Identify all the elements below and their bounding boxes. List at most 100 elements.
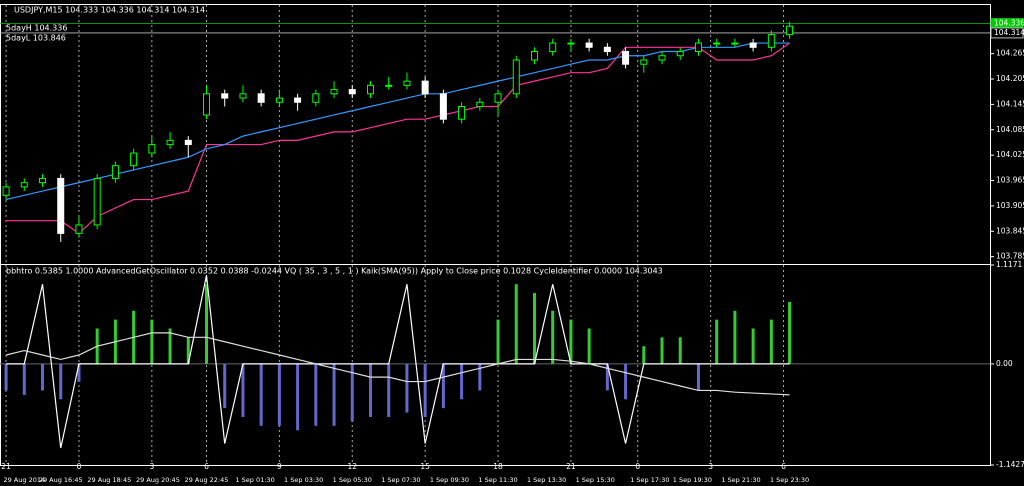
x-tick-label: 15 xyxy=(420,462,430,471)
time-label: 1 Sep 07:30 xyxy=(381,476,420,484)
candle-body xyxy=(348,89,356,95)
histogram-bar xyxy=(405,363,409,413)
price-tag-label: 104.336 xyxy=(994,19,1024,28)
histogram-bar xyxy=(605,363,609,391)
histogram-bar xyxy=(551,310,555,364)
histogram-bar xyxy=(223,363,227,409)
candle-body xyxy=(658,55,666,61)
histogram-bar xyxy=(788,301,792,364)
histogram-bar xyxy=(660,337,664,364)
histogram-bar xyxy=(587,328,591,364)
candle-body xyxy=(512,59,520,95)
x-tick-label: 21 xyxy=(1,462,11,471)
candle-body xyxy=(476,101,484,108)
histogram-bar xyxy=(532,293,536,364)
time-label: 1 Sep 13:30 xyxy=(527,476,566,484)
candle-body xyxy=(494,93,502,103)
candle-body xyxy=(786,25,794,36)
histogram-bar xyxy=(332,363,336,426)
histogram-bar xyxy=(277,363,281,426)
histogram-bar xyxy=(423,363,427,417)
time-label: 1 Sep 17:30 xyxy=(630,476,669,484)
indicator-line xyxy=(5,332,790,396)
candle-body xyxy=(184,139,192,146)
candle-body xyxy=(585,42,593,48)
candle-body xyxy=(148,144,156,154)
annotation: 5dayL 103.846 xyxy=(6,34,66,43)
price-tag-label: 104.314 xyxy=(994,28,1024,37)
histogram-bar xyxy=(205,284,209,364)
candle-body xyxy=(275,97,283,103)
time-label: 1 Sep 05:30 xyxy=(333,476,372,484)
candle-body xyxy=(603,46,611,53)
histogram-bar xyxy=(150,319,154,364)
histogram-bar xyxy=(59,363,63,400)
candle-body xyxy=(203,93,211,116)
y-tick-label: 103.905 xyxy=(996,201,1024,210)
candle-body xyxy=(93,177,101,226)
candle-body xyxy=(130,152,138,167)
histogram-bar xyxy=(678,337,682,364)
candle-body xyxy=(75,224,83,234)
histogram-bar xyxy=(496,319,500,364)
y-tick-label: 104.025 xyxy=(996,150,1024,159)
candle-body xyxy=(257,93,265,103)
histogram-bar xyxy=(22,363,26,395)
histogram-bar xyxy=(569,319,573,364)
histogram-bar xyxy=(186,337,190,364)
time-label: 1 Sep 21:30 xyxy=(721,476,760,484)
time-label: 1 Sep 15:30 xyxy=(576,476,615,484)
histogram-bar xyxy=(296,363,300,431)
candle-body xyxy=(694,42,702,53)
histogram-bar xyxy=(733,310,737,364)
candle-body xyxy=(39,177,47,184)
annotation: 5dayH 104.336 xyxy=(6,24,67,33)
candle-body xyxy=(312,93,320,103)
candle-body xyxy=(458,106,466,120)
x-tick-label: 12 xyxy=(347,462,357,471)
candle-body xyxy=(2,186,10,196)
candle-body xyxy=(622,51,630,65)
histogram-bar xyxy=(387,363,391,417)
candle-body xyxy=(57,177,65,234)
histogram-bar xyxy=(259,363,263,426)
histogram-bar xyxy=(642,346,646,364)
histogram-bar xyxy=(168,328,172,364)
candle-body xyxy=(439,93,447,120)
y-tick-label: 1.1171 xyxy=(996,260,1022,269)
time-label: 1 Sep 03:30 xyxy=(284,476,323,484)
candle-body xyxy=(294,97,302,103)
time-label: 1 Sep 23:30 xyxy=(770,476,809,484)
histogram-bar xyxy=(715,319,719,364)
time-label: 1 Sep 01:30 xyxy=(235,476,274,484)
candle-body xyxy=(111,165,119,179)
histogram-bar xyxy=(751,328,755,364)
candle-body xyxy=(20,182,28,188)
candle-body xyxy=(549,42,557,53)
time-label: 1 Sep 11:30 xyxy=(478,476,517,484)
chart-title: USDJPY,M15 104.333 104.336 104.314 104.3… xyxy=(14,6,205,15)
indicator-line xyxy=(6,275,790,449)
time-label: 29 Aug 20:45 xyxy=(136,476,180,484)
candle-body xyxy=(385,84,393,87)
y-tick-label: 103.845 xyxy=(996,226,1024,235)
x-tick-label: 18 xyxy=(493,462,503,471)
histogram-bar xyxy=(350,363,354,422)
candle-body xyxy=(640,59,648,65)
y-tick-label: -1.1427 xyxy=(996,460,1024,469)
candle-body xyxy=(239,93,247,99)
candle-body xyxy=(166,139,174,146)
histogram-bar xyxy=(769,319,773,364)
time-label: 1 Sep 19:30 xyxy=(673,476,712,484)
time-label: 29 Aug 2014 xyxy=(3,476,45,484)
x-tick-label: 6 xyxy=(204,462,209,471)
histogram-bar xyxy=(624,363,628,400)
candle-body xyxy=(767,34,775,48)
indicator-line xyxy=(5,42,790,201)
histogram-bar xyxy=(514,284,518,364)
time-label: 29 Aug 22:45 xyxy=(185,476,229,484)
histogram-bar xyxy=(241,363,245,417)
histogram-bar xyxy=(478,363,482,391)
indicator-line xyxy=(6,42,790,235)
